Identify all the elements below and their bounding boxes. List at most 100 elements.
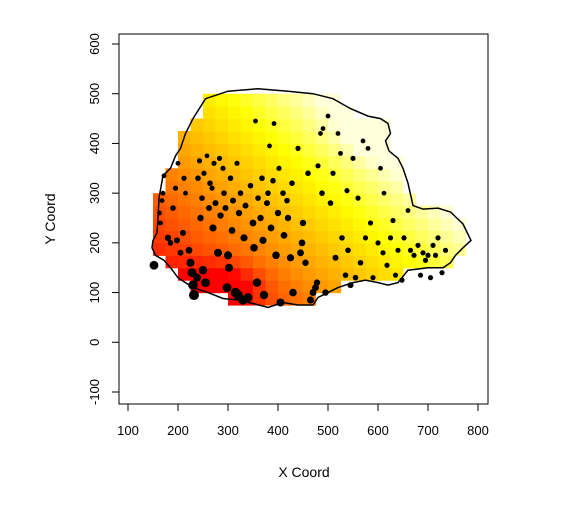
heatmap-cell xyxy=(353,205,367,219)
heatmap-cell xyxy=(353,180,367,194)
data-point xyxy=(320,126,326,131)
heatmap-cell xyxy=(315,218,329,232)
heatmap-cell xyxy=(240,143,254,157)
heatmap-cell xyxy=(253,218,267,232)
heatmap-cell xyxy=(253,180,267,194)
heatmap-cell xyxy=(178,180,192,194)
heatmap-cell xyxy=(303,242,317,256)
heatmap-cell xyxy=(153,242,167,256)
heatmap-cell xyxy=(365,193,379,207)
data-point xyxy=(158,220,163,226)
heatmap-cell xyxy=(215,255,229,269)
heatmap-cell xyxy=(340,155,354,169)
x-tick-label: 200 xyxy=(167,423,189,438)
y-axis-title: Y Coord xyxy=(42,193,58,244)
heatmap-cell xyxy=(403,230,417,244)
heatmap-cell xyxy=(340,230,354,244)
heatmap-cell xyxy=(340,131,354,145)
y-tick-label: 200 xyxy=(87,232,102,254)
heatmap-cell xyxy=(178,193,192,207)
data-point xyxy=(270,177,276,184)
heatmap-cell xyxy=(315,242,329,256)
heatmap-cell xyxy=(278,280,292,294)
heatmap-cell xyxy=(278,118,292,132)
heatmap-cell xyxy=(315,106,329,120)
heatmap-cell xyxy=(278,242,292,256)
data-point xyxy=(350,155,356,161)
heatmap-cell xyxy=(165,242,179,256)
data-point xyxy=(193,273,201,282)
x-tick-label: 700 xyxy=(417,423,439,438)
heatmap-cell xyxy=(190,131,204,145)
heatmap-cell xyxy=(165,255,179,269)
data-point xyxy=(220,165,226,171)
heatmap-cell xyxy=(190,180,204,194)
data-point xyxy=(298,239,306,247)
heatmap-cell xyxy=(315,168,329,182)
heatmap-cell xyxy=(203,168,217,182)
heatmap-cell xyxy=(365,168,379,182)
heatmap-cell xyxy=(378,131,392,145)
data-point xyxy=(228,227,236,234)
data-point xyxy=(186,258,195,267)
heatmap-cell xyxy=(190,155,204,169)
heatmap-cell xyxy=(315,230,329,244)
heatmap-cell xyxy=(228,143,242,157)
data-point xyxy=(355,195,361,201)
heatmap-cell xyxy=(440,205,454,219)
heatmap-cell xyxy=(253,131,267,145)
heatmap-cell xyxy=(378,230,392,244)
data-point xyxy=(347,282,354,289)
heatmap-cell xyxy=(303,106,317,120)
heatmap-cell xyxy=(378,267,392,281)
x-tick-label: 300 xyxy=(217,423,239,438)
heatmap-cell xyxy=(190,230,204,244)
heatmap-cell xyxy=(378,205,392,219)
data-point xyxy=(318,131,323,136)
data-point xyxy=(284,214,292,222)
heatmap-cell xyxy=(290,205,304,219)
heatmap-cell xyxy=(303,155,317,169)
heatmap-cell xyxy=(190,255,204,269)
heatmap-cell xyxy=(315,255,329,269)
data-point xyxy=(427,275,434,281)
data-point xyxy=(322,289,329,296)
heatmap-cell xyxy=(203,131,217,145)
data-point xyxy=(159,198,165,204)
heatmap-cell xyxy=(253,205,267,219)
heatmap-cell xyxy=(165,193,179,207)
heatmap-cell xyxy=(278,218,292,232)
heatmap-cell xyxy=(290,93,304,107)
data-point xyxy=(344,188,350,194)
x-tick-label: 400 xyxy=(267,423,289,438)
heatmap-cell xyxy=(215,106,229,120)
data-point xyxy=(442,247,449,253)
heatmap-cell xyxy=(328,230,342,244)
heatmap-cell xyxy=(353,242,367,256)
heatmap-cell xyxy=(403,193,417,207)
heatmap-cell xyxy=(340,168,354,182)
data-point xyxy=(417,272,424,278)
heatmap-cell xyxy=(278,168,292,182)
heatmap-cell xyxy=(303,267,317,281)
x-axis: 100 200 300 400 500 600 700 800 xyxy=(117,403,489,438)
data-point xyxy=(201,278,210,288)
heatmap-cell xyxy=(340,255,354,269)
data-point xyxy=(252,278,262,287)
data-point xyxy=(339,235,345,241)
data-point xyxy=(243,293,253,302)
heatmap-cell xyxy=(378,193,392,207)
heatmap-cell xyxy=(215,267,229,281)
data-point xyxy=(198,266,208,275)
data-point xyxy=(297,249,304,257)
data-point xyxy=(257,214,264,222)
data-point xyxy=(319,190,325,196)
x-tick-label: 600 xyxy=(367,423,389,438)
data-point xyxy=(157,210,162,216)
data-point xyxy=(327,200,334,206)
data-point xyxy=(289,288,297,297)
heatmap-cell xyxy=(428,255,442,269)
heatmap-cell xyxy=(365,155,379,169)
heatmap-cell xyxy=(265,131,279,145)
data-point xyxy=(181,175,187,181)
